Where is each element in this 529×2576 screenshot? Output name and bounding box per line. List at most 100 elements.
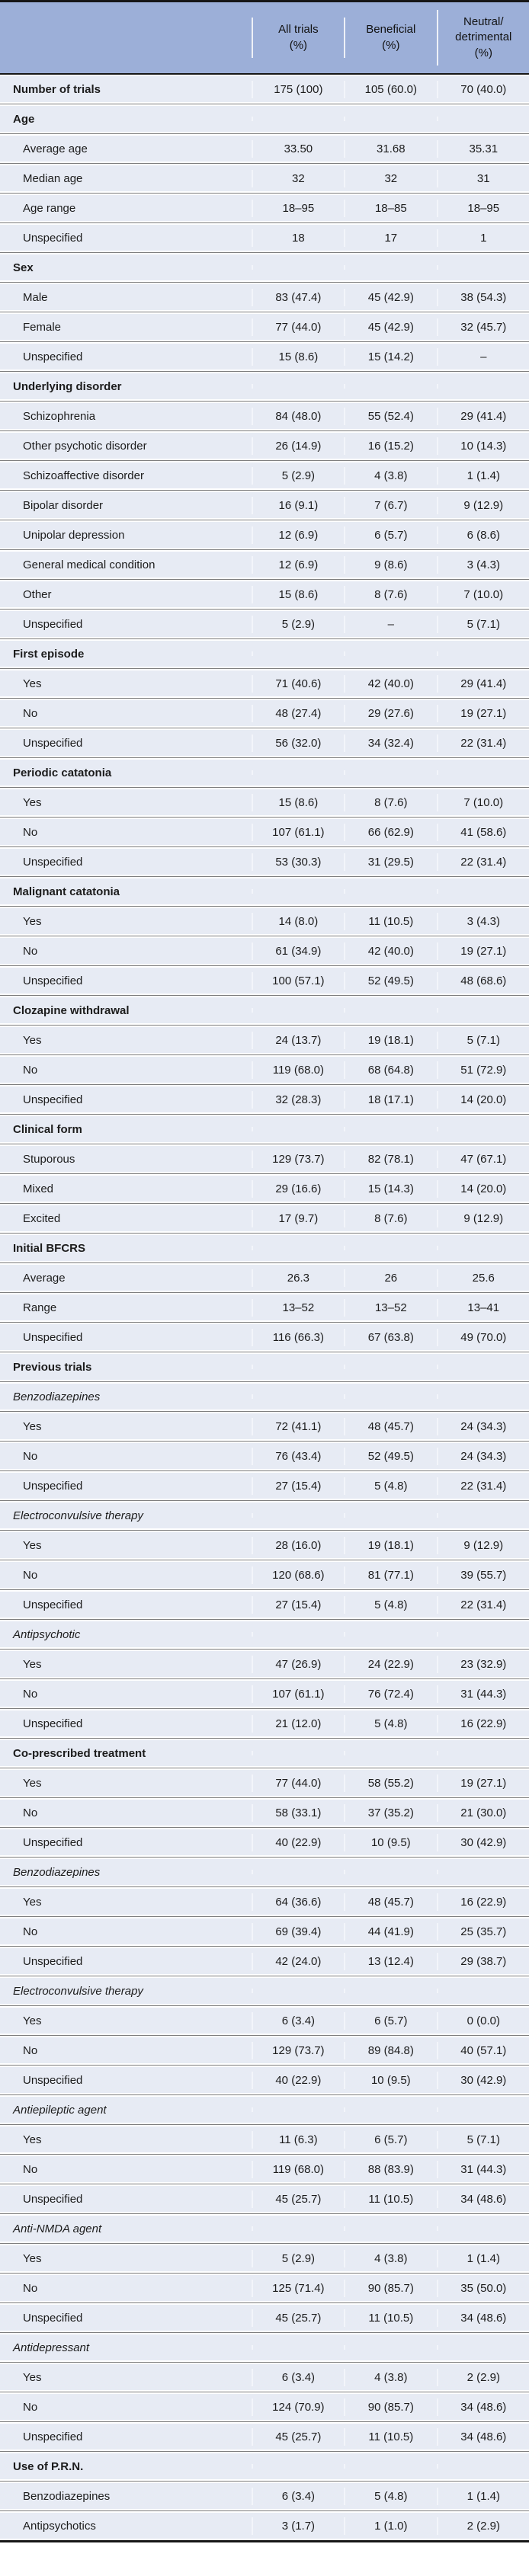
- row-label: Unspecified: [23, 1717, 83, 1730]
- table-row: Yes 28 (16.0) 19 (18.1) 9 (12.9): [0, 1532, 529, 1558]
- row-label: Benzodiazepines: [13, 1390, 101, 1403]
- cell-value: 34 (48.6): [436, 2398, 529, 2416]
- cell-value: 42 (24.0): [251, 1952, 344, 1970]
- row-label: Underlying disorder: [13, 379, 122, 393]
- cell-value: 15 (8.6): [251, 347, 344, 366]
- cell-value: 6 (8.6): [436, 526, 529, 544]
- cell-value: 45 (42.9): [344, 318, 436, 336]
- row-wrapper: Clinical form: [0, 1114, 529, 1144]
- row-label: Initial BFCRS: [13, 1241, 86, 1255]
- cell-value: 22 (31.4): [436, 1477, 529, 1495]
- row-label: Co-prescribed treatment: [13, 1746, 146, 1760]
- cell-value: 11 (10.5): [344, 2427, 436, 2446]
- cell-value: 120 (68.6): [251, 1566, 344, 1584]
- row-label: No: [23, 1687, 38, 1701]
- cell-value: 27 (15.4): [251, 1477, 344, 1495]
- row-wrapper: No 120 (68.6) 81 (77.1) 39 (55.7): [0, 1560, 529, 1589]
- cell-value: 28 (16.0): [251, 1536, 344, 1554]
- table-row: Yes 6 (3.4) 6 (5.7) 0 (0.0): [0, 2008, 529, 2034]
- row-label: No: [23, 2043, 38, 2057]
- cell-value: 31 (44.3): [436, 2160, 529, 2178]
- row-label: Age: [13, 112, 35, 126]
- cell-value: 25 (35.7): [436, 1922, 529, 1941]
- row-wrapper: Use of P.R.N.: [0, 2451, 529, 2481]
- row-label: Unspecified: [23, 350, 83, 363]
- row-label: Unspecified: [23, 2311, 83, 2325]
- section-row: Co-prescribed treatment: [0, 1740, 529, 1766]
- cell-value: 12 (6.9): [251, 526, 344, 544]
- cell-value: 13–52: [251, 1298, 344, 1317]
- cell-value: [344, 1751, 436, 1755]
- cell-value: 19 (27.1): [436, 704, 529, 722]
- row-wrapper: Male 83 (47.4) 45 (42.9) 38 (54.3): [0, 282, 529, 312]
- subsection-row: Benzodiazepines: [0, 1384, 529, 1410]
- cell-value: 1 (1.4): [436, 2487, 529, 2505]
- row-wrapper: Antipsychotics 3 (1.7) 1 (1.0) 2 (2.9): [0, 2510, 529, 2540]
- cell-value: 18 (17.1): [344, 1090, 436, 1109]
- row-wrapper: Antidepressant: [0, 2332, 529, 2362]
- row-wrapper: Yes 6 (3.4) 6 (5.7) 0 (0.0): [0, 2005, 529, 2035]
- table-row: No 125 (71.4) 90 (85.7) 35 (50.0): [0, 2275, 529, 2301]
- row-wrapper: No 107 (61.1) 66 (62.9) 41 (58.6): [0, 817, 529, 846]
- cell-value: 83 (47.4): [251, 288, 344, 306]
- cell-value: [251, 2226, 344, 2231]
- cell-value: 19 (18.1): [344, 1536, 436, 1554]
- cell-value: [251, 1870, 344, 1874]
- cell-value: 14 (20.0): [436, 1090, 529, 1109]
- cell-value: [436, 1870, 529, 1874]
- cell-value: 24 (34.3): [436, 1417, 529, 1435]
- cell-value: 7 (10.0): [436, 585, 529, 603]
- row-wrapper: Unspecified 27 (15.4) 5 (4.8) 22 (31.4): [0, 1589, 529, 1619]
- row-label: Electroconvulsive therapy: [13, 1984, 143, 1998]
- row-label: Excited: [23, 1211, 61, 1225]
- cell-value: [344, 384, 436, 389]
- row-wrapper: Mixed 29 (16.6) 15 (14.3) 14 (20.0): [0, 1173, 529, 1203]
- table-row: Benzodiazepines 6 (3.4) 5 (4.8) 1 (1.4): [0, 2483, 529, 2509]
- cell-value: 82 (78.1): [344, 1150, 436, 1168]
- row-wrapper: Unspecified 40 (22.9) 10 (9.5) 30 (42.9): [0, 1827, 529, 1857]
- row-wrapper: Unspecified 56 (32.0) 34 (32.4) 22 (31.4): [0, 728, 529, 757]
- cell-value: 3 (4.3): [436, 912, 529, 930]
- cell-value: 53 (30.3): [251, 853, 344, 871]
- cell-value: [251, 2464, 344, 2469]
- row-label: First episode: [13, 647, 85, 661]
- cell-value: 4 (3.8): [344, 2368, 436, 2386]
- row-wrapper: Yes 14 (8.0) 11 (10.5) 3 (4.3): [0, 906, 529, 936]
- row-label: Yes: [23, 2370, 42, 2384]
- table-row: Unspecified 45 (25.7) 11 (10.5) 34 (48.6): [0, 2305, 529, 2331]
- cell-value: [436, 1365, 529, 1369]
- cell-value: 70 (40.0): [436, 80, 529, 98]
- row-label: Sex: [13, 261, 34, 274]
- table-row: Number of trials 175 (100) 105 (60.0) 70 (4…: [0, 76, 529, 102]
- cell-value: 8 (7.6): [344, 1209, 436, 1227]
- table-row: Unspecified 56 (32.0) 34 (32.4) 22 (31.4): [0, 730, 529, 756]
- cell-value: 40 (22.9): [251, 2071, 344, 2089]
- table-row: Unspecified 53 (30.3) 31 (29.5) 22 (31.4): [0, 849, 529, 875]
- row-wrapper: Yes 71 (40.6) 42 (40.0) 29 (41.4): [0, 668, 529, 698]
- cell-value: 29 (41.4): [436, 407, 529, 425]
- cell-value: 61 (34.9): [251, 942, 344, 960]
- cell-value: [436, 1751, 529, 1755]
- cell-value: 45 (25.7): [251, 2427, 344, 2446]
- cell-value: 5 (2.9): [251, 2249, 344, 2267]
- row-wrapper: Yes 6 (3.4) 4 (3.8) 2 (2.9): [0, 2362, 529, 2392]
- row-label: Benzodiazepines: [13, 1865, 101, 1879]
- section-row: Periodic catatonia: [0, 760, 529, 786]
- cell-value: 15 (8.6): [251, 585, 344, 603]
- cell-value: 48 (27.4): [251, 704, 344, 722]
- cell-value: 81 (77.1): [344, 1566, 436, 1584]
- cell-value: 38 (54.3): [436, 288, 529, 306]
- cell-value: [344, 1989, 436, 1993]
- row-wrapper: No 119 (68.0) 68 (64.8) 51 (72.9): [0, 1054, 529, 1084]
- cell-value: [436, 1989, 529, 1993]
- cell-value: 71 (40.6): [251, 674, 344, 693]
- table-header: All trials (%) Beneficial (%) Neutral/ d…: [0, 2, 529, 75]
- cell-value: 30 (42.9): [436, 1833, 529, 1851]
- row-wrapper: No 107 (61.1) 76 (72.4) 31 (44.3): [0, 1678, 529, 1708]
- table-row: Yes 15 (8.6) 8 (7.6) 7 (10.0): [0, 789, 529, 815]
- row-wrapper: Median age 32 32 31: [0, 163, 529, 193]
- cell-value: 49 (70.0): [436, 1328, 529, 1346]
- row-wrapper: Unspecified 116 (66.3) 67 (63.8) 49 (70.0): [0, 1322, 529, 1352]
- cell-value: [344, 1394, 436, 1399]
